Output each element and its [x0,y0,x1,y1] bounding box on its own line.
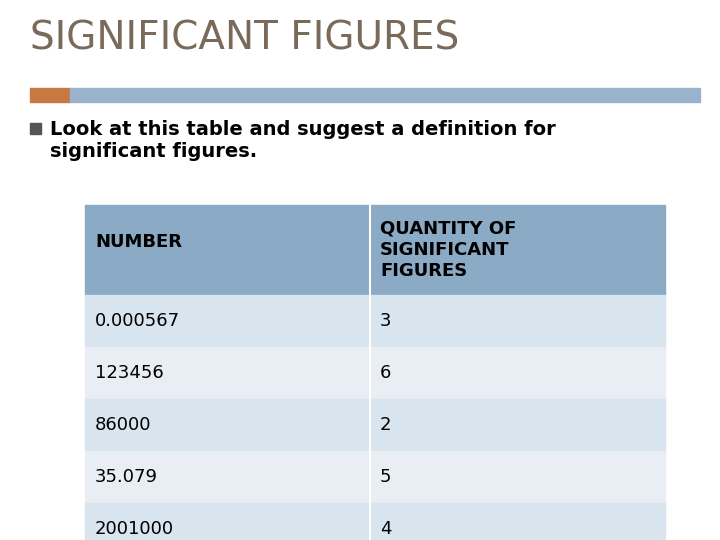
Text: 86000: 86000 [95,416,151,434]
Bar [70,88,700,102]
Text: NUMBER: NUMBER [95,233,182,251]
Text: 0.000567: 0.000567 [95,312,180,330]
Bar [85,295,665,347]
Text: 5: 5 [380,468,392,486]
Bar [30,88,70,102]
Text: SIGNIFICANT FIGURES: SIGNIFICANT FIGURES [30,20,459,58]
Text: QUANTITY OF
SIGNIFICANT
FIGURES: QUANTITY OF SIGNIFICANT FIGURES [380,219,516,280]
Text: 3: 3 [380,312,392,330]
Text: 123456: 123456 [95,364,163,382]
Text: 35.079: 35.079 [95,468,158,486]
Text: 2001000: 2001000 [95,520,174,538]
Bar [85,503,665,540]
Bar [85,399,665,451]
Bar [85,451,665,503]
Bar [30,123,41,134]
Bar [85,347,665,399]
Text: 6: 6 [380,364,392,382]
Text: Look at this table and suggest a definition for: Look at this table and suggest a definit… [50,120,556,139]
Text: 4: 4 [380,520,392,538]
Text: significant figures.: significant figures. [50,142,257,161]
Text: 2: 2 [380,416,392,434]
